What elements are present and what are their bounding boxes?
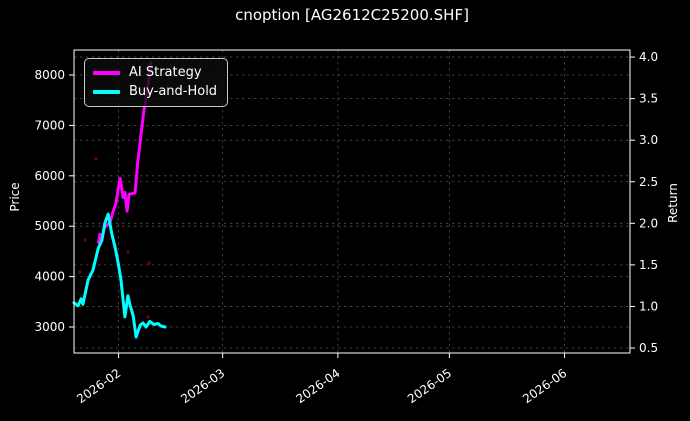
buy-and-hold-line xyxy=(72,212,167,339)
date-tick-label: 2026-06 xyxy=(520,366,569,406)
buy-and-hold-line-swatch xyxy=(93,90,120,94)
date-tick-label: 2026-03 xyxy=(178,366,227,406)
price-tick-label: 5000 xyxy=(34,219,65,233)
price-tick-label: 7000 xyxy=(34,118,65,132)
plot-border xyxy=(73,49,631,354)
return-tick-label: 4.0 xyxy=(639,50,658,64)
date-tick-label: 2026-02 xyxy=(74,366,123,406)
chart-legend: AI Strategy Buy-and-Hold xyxy=(84,58,228,107)
data-series xyxy=(72,61,167,339)
return-tick-label: 0.5 xyxy=(639,341,658,355)
return-tick-label: 1.5 xyxy=(639,258,658,272)
price-tick-label: 6000 xyxy=(34,169,65,183)
legend-label-ai-strategy: AI Strategy xyxy=(129,65,202,80)
trade-marker-dot xyxy=(126,250,130,254)
price-tick-label: 4000 xyxy=(34,270,65,284)
return-tick-label: 1.0 xyxy=(639,299,658,313)
price-tick-label: 8000 xyxy=(34,68,65,82)
axes-spines xyxy=(73,49,631,354)
ai-strategy-line-swatch xyxy=(93,71,120,75)
left-axis-label: Price xyxy=(8,182,22,212)
price-tick-label: 3000 xyxy=(34,320,65,334)
trade-marker-dot xyxy=(78,270,82,274)
trade-marker-dot xyxy=(94,157,98,161)
chart-title: cnoption [AG2612C25200.SHF] xyxy=(235,6,469,24)
trade-markers xyxy=(78,157,151,319)
return-tick-label: 3.5 xyxy=(639,92,658,106)
date-tick-label: 2026-04 xyxy=(293,366,342,406)
trade-marker-dot xyxy=(83,238,87,242)
return-tick-label: 2.0 xyxy=(639,216,658,230)
trade-marker-dot xyxy=(147,261,151,265)
return-tick-label: 3.0 xyxy=(639,133,658,147)
right-axis-label: Return xyxy=(666,183,680,223)
grid-lines xyxy=(74,50,630,353)
date-tick-label: 2026-05 xyxy=(405,366,454,406)
legend-entry-buy-and-hold: Buy-and-Hold xyxy=(93,84,219,100)
legend-label-buy-and-hold: Buy-and-Hold xyxy=(129,84,218,99)
trade-marker-dot xyxy=(146,315,150,319)
axis-ticks xyxy=(69,56,635,358)
return-tick-label: 2.5 xyxy=(639,175,658,189)
legend-entry-ai-strategy: AI Strategy xyxy=(93,65,219,81)
